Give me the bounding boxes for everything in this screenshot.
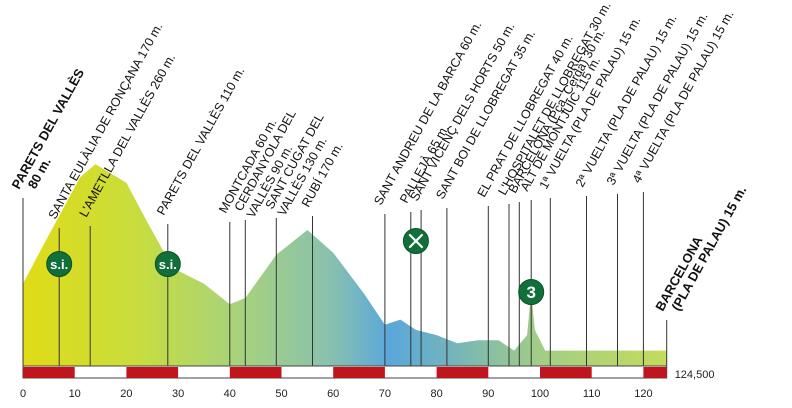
sprint-marker-text: s.i.	[159, 257, 177, 272]
ruler-segment	[23, 367, 75, 378]
climb-marker: 3	[518, 279, 545, 305]
feed-marker	[402, 228, 429, 254]
climb-marker-disc	[518, 279, 545, 305]
x-tick-label: 70	[379, 388, 391, 400]
ruler-segment	[333, 367, 385, 378]
x-tick-label: 50	[275, 388, 287, 400]
ruler-segment	[436, 367, 489, 378]
distance-ruler: 0 10 20 30 40 50 60 70 80 90 100 110 120 124,500	[20, 365, 715, 400]
x-tick-label: 110	[583, 388, 601, 400]
ruler-segment	[229, 367, 282, 378]
fork-knife-icon	[408, 233, 423, 249]
elevation-area	[23, 164, 667, 366]
sprint-marker-disc	[46, 251, 73, 277]
sprint-marker-text: s.i.	[50, 257, 68, 272]
sprint-marker-disc	[154, 251, 181, 277]
total-distance-label: 124,500	[675, 369, 715, 381]
climb-marker-text: 3	[526, 283, 535, 302]
x-tick-label: 20	[120, 388, 132, 400]
x-tick-label: 80	[430, 388, 442, 400]
profile-markers: s.i. s.i. 3	[46, 228, 545, 305]
x-tick-label: 60	[327, 388, 339, 400]
x-tick-label: 120	[634, 388, 652, 400]
ruler-segment	[126, 367, 179, 378]
ruler-segment	[540, 367, 592, 378]
x-tick-label: 0	[20, 388, 26, 400]
sprint-marker: s.i.	[46, 251, 73, 277]
x-tick-label: 90	[482, 388, 494, 400]
waypoint-label: BARCELONA(PLA DE PALAU) 15 m.	[652, 177, 749, 321]
x-tick-label: 10	[69, 388, 81, 400]
waypoint-label: 4ª VUELTA (PLA DE PALAU) 15 m.	[630, 8, 737, 185]
sprint-marker: s.i.	[154, 251, 181, 277]
elevation-profile	[23, 164, 667, 366]
x-tick-label: 40	[224, 388, 236, 400]
x-tick-label: 30	[172, 388, 184, 400]
x-tick-label: 100	[531, 388, 549, 400]
ruler-segment	[643, 367, 667, 378]
